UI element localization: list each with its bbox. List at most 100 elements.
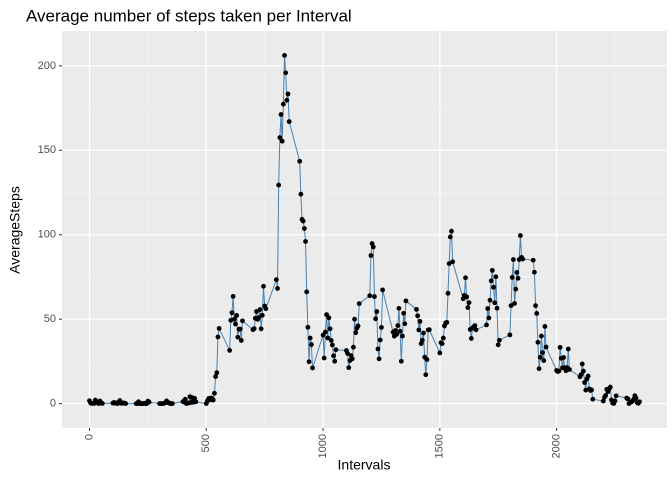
point [277,135,283,141]
point [465,305,471,310]
point [464,294,470,300]
point [216,326,222,331]
point [298,191,304,197]
point [231,316,237,322]
point [510,257,516,262]
point [193,399,199,405]
point [212,390,217,396]
point [237,326,243,332]
point [214,370,220,376]
point [327,326,333,332]
point [612,398,618,404]
point [328,338,334,343]
point [356,301,362,307]
point [275,286,280,291]
point [578,372,584,377]
point [370,244,376,250]
point [280,101,286,107]
point [509,275,515,280]
point [235,334,241,340]
point [507,332,513,338]
point [332,358,338,364]
point [282,52,287,58]
point [254,309,259,314]
point [170,401,175,407]
point [325,335,331,341]
point [368,253,374,258]
point [256,315,262,320]
point [515,275,521,281]
point [533,303,538,309]
panel [62,31,667,428]
y-tick-label: 150 [38,144,56,156]
x-tick-label: 500 [200,434,212,452]
point [489,267,495,273]
point [603,393,609,398]
point [600,398,606,404]
point [414,306,419,312]
point [346,365,352,371]
point [447,234,453,240]
point [514,269,520,275]
point [567,367,572,372]
point [532,269,537,275]
point [308,342,314,347]
point [423,372,429,378]
point [238,338,244,343]
point [394,331,400,337]
point [352,316,357,322]
x-tick-label: 1000 [317,434,329,458]
point [488,278,494,284]
point [355,323,361,329]
point [251,326,257,332]
point [182,396,188,402]
point [304,289,310,295]
point [261,283,266,289]
point [306,359,312,365]
y-tick-label: 100 [38,229,56,241]
point [419,337,425,343]
point [582,380,588,385]
x-tick-label: 1500 [434,434,446,458]
point [557,344,563,350]
point [439,341,445,347]
point [258,326,264,332]
point [496,337,502,343]
point [284,97,290,103]
point [345,351,350,356]
point [367,293,373,299]
point [589,387,595,393]
point [540,350,545,356]
point [329,342,335,348]
point [561,355,566,360]
chart-title: Average number of steps taken per Interv… [26,6,352,25]
point [400,333,405,339]
point [543,344,549,350]
point [437,350,443,356]
point [416,327,422,333]
x-tick-label: 0 [83,434,95,440]
point [305,324,311,330]
point [301,226,307,231]
point [539,333,544,339]
point [376,356,382,362]
point [398,358,404,364]
point [530,257,536,263]
point [491,284,496,290]
point [279,138,285,144]
point [303,239,308,244]
point [590,396,596,402]
y-tick-label: 50 [44,313,56,325]
point [449,228,454,234]
point [417,318,423,324]
point [415,313,421,319]
point [321,355,327,361]
point [283,70,289,76]
point [403,298,409,304]
point [393,328,398,333]
point [492,300,498,306]
point [542,324,548,329]
point [213,374,219,379]
x-tick-label: 2000 [550,434,562,458]
point [397,328,403,334]
